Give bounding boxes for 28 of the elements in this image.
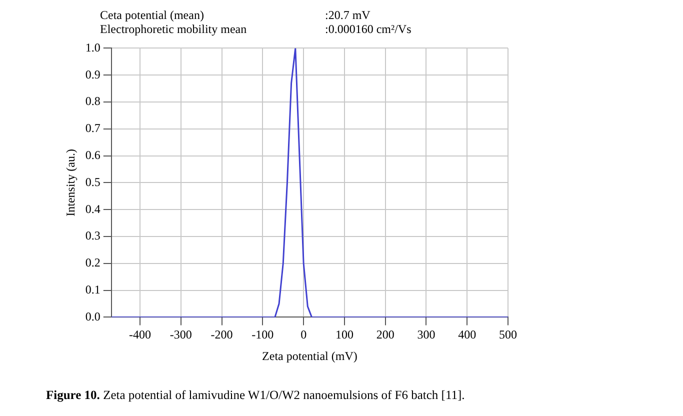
x-tick-label: -100 — [252, 328, 274, 342]
y-tick-label: 0.3 — [85, 228, 100, 243]
text: :0.000160 cm²/Vs — [325, 22, 412, 37]
y-tick-label: 0.6 — [85, 148, 100, 162]
x-tick-label: 100 — [335, 328, 354, 342]
y-tick-label: 0.1 — [85, 282, 100, 296]
caption: Figure 10. Zeta potential of lamivudine W1/O/W2 nanoemulsions of F6 batch [11]. — [46, 388, 465, 403]
y-tick-label: 1.0 — [85, 40, 100, 54]
x-tick-label: 200 — [376, 328, 394, 342]
x-tick-label: 300 — [417, 328, 436, 342]
y-tick-label: 0.4 — [85, 202, 100, 216]
y-tick-label: 0.2 — [85, 256, 100, 270]
x-tick-label: -300 — [170, 328, 192, 342]
x-tick-label: -200 — [210, 328, 233, 342]
x-axis-title: Zeta potential (mV) — [262, 348, 358, 363]
y-axis-title: Intensity (au.) — [63, 149, 78, 216]
y-tick-label: 0.5 — [85, 174, 100, 189]
text: Ceta potential (mean) — [100, 8, 204, 23]
y-tick-label: 0.9 — [85, 67, 100, 82]
y-tick-label: 0.8 — [85, 94, 100, 108]
text: :20.7 mV — [325, 8, 370, 23]
x-tick-label: 500 — [499, 328, 517, 342]
text: Electrophoretic mobility mean — [100, 22, 247, 37]
x-tick-label: 0 — [300, 328, 307, 342]
x-tick-label: -400 — [129, 328, 152, 342]
y-tick-label: 0.7 — [85, 121, 100, 136]
y-tick-label: 0.0 — [85, 309, 100, 324]
x-tick-label: 400 — [458, 328, 476, 342]
